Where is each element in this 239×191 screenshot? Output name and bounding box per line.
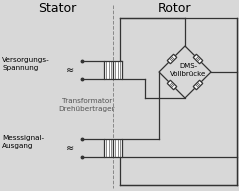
Text: ≈: ≈ [66,65,74,75]
Bar [104,139,113,157]
Text: Versorgungs-
Spannung: Versorgungs- Spannung [2,57,50,71]
Text: Stator: Stator [38,2,76,15]
Text: Rotor: Rotor [158,2,192,15]
Text: Transformator
Drehübertrager: Transformator Drehübertrager [59,98,115,112]
Polygon shape [167,80,177,90]
Polygon shape [193,54,203,64]
Bar [104,61,113,79]
Bar [113,139,122,157]
Text: Messsignal-
Ausgang: Messsignal- Ausgang [2,135,44,149]
Polygon shape [167,54,177,64]
Bar [113,61,122,79]
Text: DMS-
Vollbrücke: DMS- Vollbrücke [170,63,206,77]
Polygon shape [193,80,203,90]
Text: ≈: ≈ [66,143,74,153]
